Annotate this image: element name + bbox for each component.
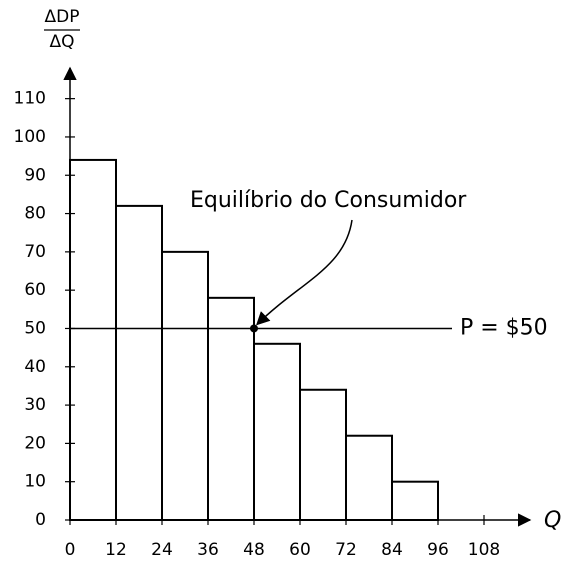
x-tick-label: 36 [197,540,219,560]
bar [391,480,439,521]
y-tick-label: 100 [14,127,46,147]
y-label-top: ΔDP [45,7,80,27]
y-tick-label: 50 [24,318,46,338]
y-label-bottom: ΔQ [49,32,74,52]
x-tick-label: 96 [427,540,449,560]
y-tick-label: 40 [24,357,46,377]
y-tick-label: 0 [35,510,46,530]
bar [115,204,163,521]
x-tick-label: 84 [381,540,403,560]
y-tick-label: 90 [24,165,46,185]
bar [69,158,117,522]
x-tick-label: 24 [151,540,173,560]
price-label: P = $50 [460,315,548,340]
y-tick-label: 70 [24,242,46,262]
y-tick-label: 20 [24,433,46,453]
x-tick-label: 108 [468,540,500,560]
bar [161,250,209,521]
y-tick-label: 10 [24,472,46,492]
y-tick-label: 110 [14,89,46,109]
annotation-arrow [256,219,353,326]
bar [253,342,301,521]
x-tick-label: 60 [289,540,311,560]
y-tick-label: 80 [24,204,46,224]
bar [299,388,347,522]
y-tick-label: 30 [24,395,46,415]
x-tick-label: 0 [65,540,76,560]
x-tick-label: 12 [105,540,127,560]
x-tick-label: 72 [335,540,357,560]
x-tick-label: 48 [243,540,265,560]
annotation-text: Equilíbrio do Consumidor [190,188,467,213]
bar [207,296,255,521]
equilibrium-point [250,324,258,333]
x-label: Q [544,508,561,533]
bar [345,434,393,522]
y-tick-label: 60 [24,280,46,300]
